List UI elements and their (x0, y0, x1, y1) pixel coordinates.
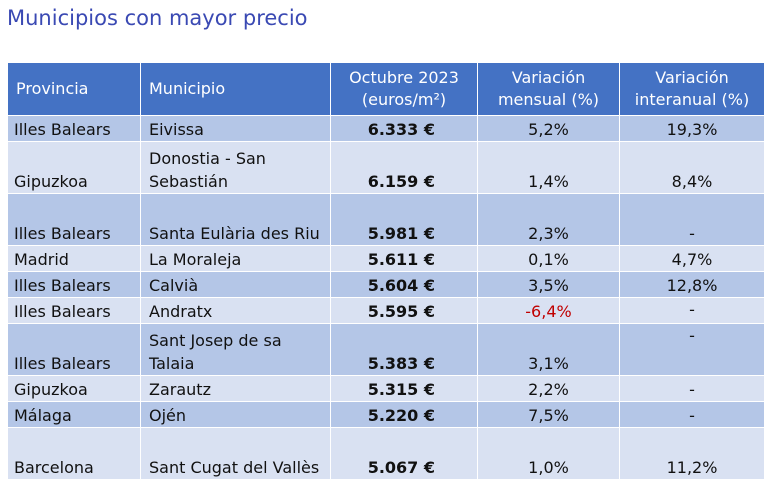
cell-variacion-interanual: 4,7% (619, 245, 765, 272)
table-row: Illes Balears Santa Eulària des Riu 5.98… (7, 193, 765, 246)
table-header-row: Provincia Municipio Octubre 2023 (euros/… (7, 62, 765, 116)
cell-variacion-interanual: 11,2% (619, 427, 765, 480)
cell-variacion-mensual: 0,1% (477, 245, 620, 272)
cell-variacion-mensual: 1,0% (477, 427, 620, 480)
cell-provincia: Gipuzkoa (7, 141, 141, 194)
header-variacion-mensual: Variación mensual (%) (477, 62, 620, 116)
table-row: Barcelona Sant Cugat del Vallès 5.067 € … (7, 427, 765, 480)
cell-variacion-interanual: 19,3% (619, 115, 765, 142)
header-interanual-line2: interanual (%) (634, 90, 750, 109)
cell-variacion-mensual: -6,4% (477, 297, 620, 324)
table-row: Gipuzkoa Donostia - San Sebastián 6.159 … (7, 141, 765, 194)
cell-provincia: Barcelona (7, 427, 141, 480)
header-municipio: Municipio (140, 62, 331, 116)
cell-variacion-interanual: - (619, 193, 765, 246)
cell-variacion-interanual: 8,4% (619, 141, 765, 194)
cell-precio: 5.981 € (330, 193, 478, 246)
cell-precio: 5.067 € (330, 427, 478, 480)
cell-provincia: Gipuzkoa (7, 375, 141, 402)
cell-municipio: Sant Cugat del Vallès (140, 427, 331, 480)
header-mensual-line1: Variación (511, 68, 586, 87)
cell-precio: 5.220 € (330, 401, 478, 428)
table-row: Illes Balears Sant Josep de sa Talaia 5.… (7, 323, 765, 376)
cell-precio: 5.604 € (330, 271, 478, 298)
header-precio: Octubre 2023 (euros/m²) (330, 62, 478, 116)
cell-municipio: Zarautz (140, 375, 331, 402)
table-row: Illes Balears Andratx 5.595 € -6,4% - (7, 297, 765, 324)
municipios-table: Provincia Municipio Octubre 2023 (euros/… (7, 62, 765, 480)
cell-provincia: Madrid (7, 245, 141, 272)
header-precio-line2: (euros/m²) (361, 90, 447, 109)
header-variacion-interanual: Variación interanual (%) (619, 62, 765, 116)
cell-variacion-interanual: 12,8% (619, 271, 765, 298)
cell-municipio: Santa Eulària des Riu (140, 193, 331, 246)
cell-variacion-interanual: - (619, 297, 765, 324)
table-row: Málaga Ojén 5.220 € 7,5% - (7, 401, 765, 428)
table-row: Gipuzkoa Zarautz 5.315 € 2,2% - (7, 375, 765, 402)
cell-variacion-interanual: - (619, 375, 765, 402)
cell-municipio: Calvià (140, 271, 331, 298)
cell-precio: 6.333 € (330, 115, 478, 142)
cell-precio: 6.159 € (330, 141, 478, 194)
cell-municipio: Sant Josep de sa Talaia (140, 323, 331, 376)
cell-variacion-interanual: - (619, 323, 765, 376)
cell-variacion-mensual: 1,4% (477, 141, 620, 194)
cell-municipio: La Moraleja (140, 245, 331, 272)
page-title: Municipios con mayor precio (7, 6, 308, 30)
cell-provincia: Illes Balears (7, 115, 141, 142)
table-row: Illes Balears Calvià 5.604 € 3,5% 12,8% (7, 271, 765, 298)
header-precio-line1: Octubre 2023 (349, 68, 459, 87)
cell-provincia: Illes Balears (7, 323, 141, 376)
header-interanual-line1: Variación (655, 68, 729, 87)
cell-precio: 5.595 € (330, 297, 478, 324)
cell-precio: 5.383 € (330, 323, 478, 376)
cell-municipio: Eivissa (140, 115, 331, 142)
header-provincia: Provincia (7, 62, 141, 116)
cell-variacion-mensual: 5,2% (477, 115, 620, 142)
cell-precio: 5.611 € (330, 245, 478, 272)
cell-municipio: Andratx (140, 297, 331, 324)
cell-variacion-interanual: - (619, 401, 765, 428)
cell-provincia: Illes Balears (7, 297, 141, 324)
table-row: Madrid La Moraleja 5.611 € 0,1% 4,7% (7, 245, 765, 272)
cell-municipio: Donostia - San Sebastián (140, 141, 331, 194)
cell-variacion-mensual: 7,5% (477, 401, 620, 428)
cell-provincia: Illes Balears (7, 193, 141, 246)
cell-provincia: Málaga (7, 401, 141, 428)
cell-variacion-mensual: 2,3% (477, 193, 620, 246)
header-mensual-line2: mensual (%) (497, 90, 600, 109)
cell-precio: 5.315 € (330, 375, 478, 402)
cell-variacion-mensual: 2,2% (477, 375, 620, 402)
cell-provincia: Illes Balears (7, 271, 141, 298)
cell-municipio: Ojén (140, 401, 331, 428)
table-row: Illes Balears Eivissa 6.333 € 5,2% 19,3% (7, 115, 765, 142)
cell-variacion-mensual: 3,5% (477, 271, 620, 298)
cell-variacion-mensual: 3,1% (477, 323, 620, 376)
